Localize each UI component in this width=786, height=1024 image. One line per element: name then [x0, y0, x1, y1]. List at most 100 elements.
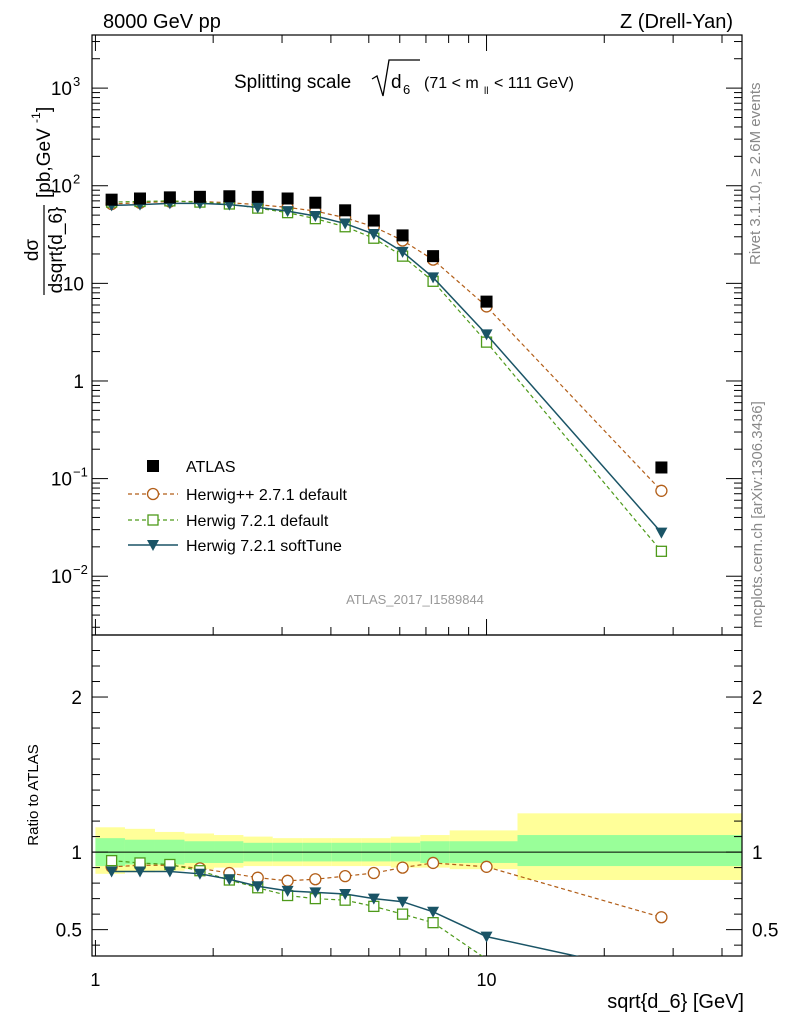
header-left: 8000 GeV pp [103, 11, 221, 33]
atlas-data-point [133, 192, 146, 205]
ratio-marker-hpp [480, 860, 493, 873]
marker-soft [367, 229, 380, 241]
ratio-y-tick-label: 2 [71, 688, 82, 709]
band-inner-bin [517, 835, 742, 867]
ratio-marker-hpp [655, 911, 668, 924]
x-tick-label: 10 [477, 970, 497, 990]
marker-hpp [655, 484, 668, 497]
ratio-ylabel: Ratio to ATLAS [25, 744, 42, 845]
ylabel-denominator: dsqrt{d_6} [46, 207, 67, 294]
ratio-marker-h721 [396, 908, 409, 920]
atlas-data-point [105, 193, 118, 206]
legend-h721-marker [147, 514, 159, 526]
analysis-watermark: ATLAS_2017_I1589844 [346, 592, 484, 607]
ratio-marker-soft [133, 866, 146, 878]
ratio-marker-soft [105, 866, 118, 878]
ylabel-unit: [pb,GeV [34, 128, 55, 198]
ratio-y-tick-label-right: 2 [752, 688, 763, 709]
atlas-data-point [251, 190, 264, 203]
atlas-data-point [655, 461, 668, 474]
atlas-data-point [396, 229, 409, 242]
ylabel-unit-sup: -1 [29, 112, 43, 123]
legend-atlas-marker [147, 460, 159, 472]
ratio-marker-soft [163, 866, 176, 878]
ratio-y-tick-label-right: 1 [752, 843, 763, 864]
legend-hpp-label: Herwig++ 2.7.1 default [186, 487, 348, 504]
legend: ATLAS Herwig++ 2.7.1 default Herwig 7.2.… [128, 459, 348, 555]
ratio-band-layer [92, 813, 742, 881]
ratio-marker-h721 [134, 857, 146, 869]
marker-soft [427, 272, 440, 284]
y-tick-label-exponent: −2 [73, 562, 88, 577]
marker-h721 [655, 545, 668, 557]
top-series-layer [105, 190, 668, 557]
ratio-marker-hpp [367, 866, 380, 880]
series-line-hpp [111, 200, 662, 492]
marker-soft [396, 246, 409, 258]
ratio-marker-soft [480, 931, 493, 943]
y-tick-label: 10 [51, 177, 72, 198]
ratio-marker-soft [281, 885, 294, 897]
y-tick-label-exponent: 2 [73, 172, 80, 187]
ylabel-numerator: dσ [22, 239, 43, 262]
ylabel-unit-close: ] [34, 107, 55, 112]
legend-atlas-label: ATLAS [186, 459, 236, 476]
ratio-line-soft [111, 870, 580, 956]
ratio-marker-hpp [426, 856, 440, 870]
xlabel: sqrt{d_6} [GeV] [607, 991, 744, 1013]
ratio-y-tick-label-right: 0.5 [752, 921, 778, 942]
y-tick-label: 10 [51, 567, 72, 588]
title-var: d [391, 72, 402, 93]
legend-h721-label: Herwig 7.2.1 default [186, 513, 329, 530]
sqrt-symbol [371, 59, 420, 97]
atlas-data-point [427, 250, 440, 263]
title-main: Splitting scale [234, 72, 351, 93]
atlas-data-point [193, 190, 206, 203]
top-ylabel: dσ dsqrt{d_6} [pb,GeV -1 ] [22, 107, 67, 295]
ratio-marker-h721 [105, 854, 118, 867]
ratio-marker-hpp [281, 874, 294, 887]
y-tick-label: 1 [73, 372, 84, 393]
marker-soft [339, 218, 352, 230]
series-line-soft [111, 202, 662, 534]
header-right: Z (Drell-Yan) [620, 11, 733, 33]
ratio-marker-soft [396, 896, 409, 908]
ratio-data-layer [105, 854, 668, 956]
mcplots-credit: mcplots.cern.ch [arXiv:1306.3436] [749, 401, 766, 628]
marker-soft [309, 210, 322, 222]
marker-soft [480, 329, 493, 341]
marker-soft [281, 206, 294, 218]
legend-hpp-marker [146, 487, 160, 501]
marker-soft [223, 199, 236, 211]
atlas-data-point [281, 192, 294, 205]
atlas-data-point [367, 214, 380, 227]
atlas-data-point [223, 190, 236, 203]
marker-soft [655, 527, 668, 539]
y-tick-label-exponent: 3 [73, 74, 80, 89]
ratio-marker-soft [309, 887, 322, 899]
atlas-data-point [480, 295, 493, 308]
legend-soft-marker [147, 540, 159, 551]
ratio-marker-soft [339, 888, 352, 900]
y-tick-label: 10 [51, 79, 72, 100]
title-var-sub: 6 [403, 82, 410, 97]
ratio-marker-hpp [309, 873, 322, 886]
atlas-data-point [339, 204, 352, 217]
rivet-version: Rivet 3.1.10, ≥ 2.6M events [747, 83, 764, 266]
ratio-marker-soft [367, 893, 380, 905]
title-range-pre: (71 < m [424, 75, 479, 92]
y-tick-label: 10 [51, 470, 72, 491]
atlas-data-point [163, 191, 176, 204]
y-tick-label-exponent: −1 [73, 465, 88, 480]
ratio-y-tick-label: 0.5 [56, 921, 82, 942]
ratio-marker-hpp [396, 861, 409, 874]
title-range-post: < 111 GeV) [494, 75, 574, 92]
ratio-marker-soft [427, 906, 440, 918]
y-tick-label: 10 [63, 274, 84, 295]
legend-soft-label: Herwig 7.2.1 softTune [186, 538, 342, 555]
marker-soft [251, 202, 264, 214]
ratio-marker-soft [251, 881, 264, 893]
plot-title: Splitting scale d 6 (71 < m ll < 111 GeV… [234, 59, 574, 97]
